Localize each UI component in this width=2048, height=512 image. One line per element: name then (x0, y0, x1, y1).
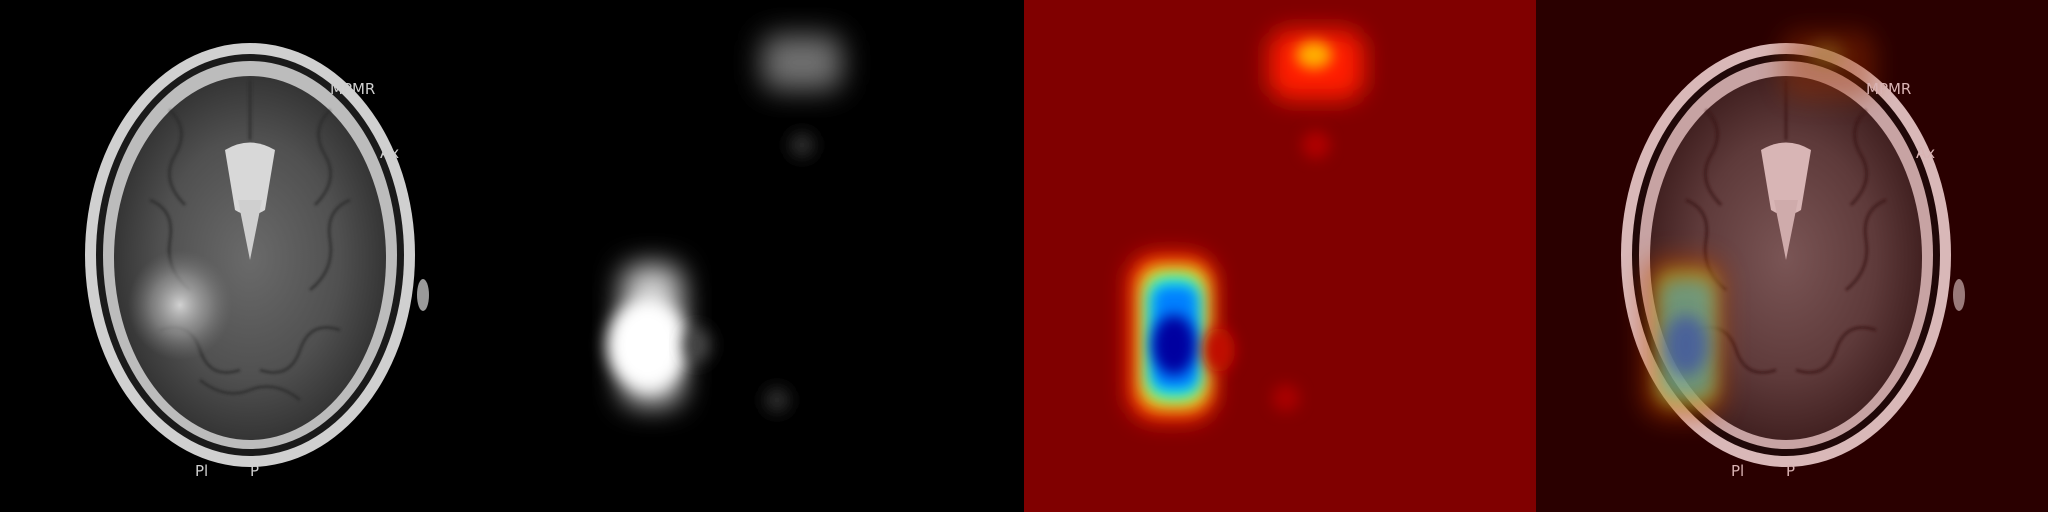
grayscale-heatmap-graphic (512, 0, 1024, 512)
label-mpmr: MPMR (330, 80, 375, 98)
label-p: P (250, 462, 259, 480)
panel-heatmap-jet (1024, 0, 1536, 512)
jet-hotspot-core (1152, 315, 1196, 375)
overlay-label-ax: Ax (1916, 144, 1935, 162)
lesion-hyperintensity (128, 250, 232, 360)
overlay-label-pl: Pl (1731, 462, 1744, 480)
jet-heatmap-graphic (1024, 0, 1536, 512)
panel-mri: MPMR Ax Pl P (0, 0, 512, 512)
overlay-label-p: P (1786, 462, 1795, 480)
overlay-label-mpmr: MPMR (1866, 80, 1911, 98)
label-ax: Ax (380, 144, 399, 162)
panel-heatmap-gray (512, 0, 1024, 512)
gray-hotspot-top (762, 35, 842, 90)
overlay-graphic: MPMR Ax Pl P (1536, 0, 2048, 512)
ear-marker (417, 279, 429, 311)
label-pl: Pl (195, 462, 208, 480)
ventricles (225, 142, 275, 215)
gray-hotspot-core (607, 300, 687, 390)
panel-overlay: MPMR Ax Pl P (1536, 0, 2048, 512)
mri-slice-graphic: MPMR Ax Pl P (0, 0, 512, 512)
